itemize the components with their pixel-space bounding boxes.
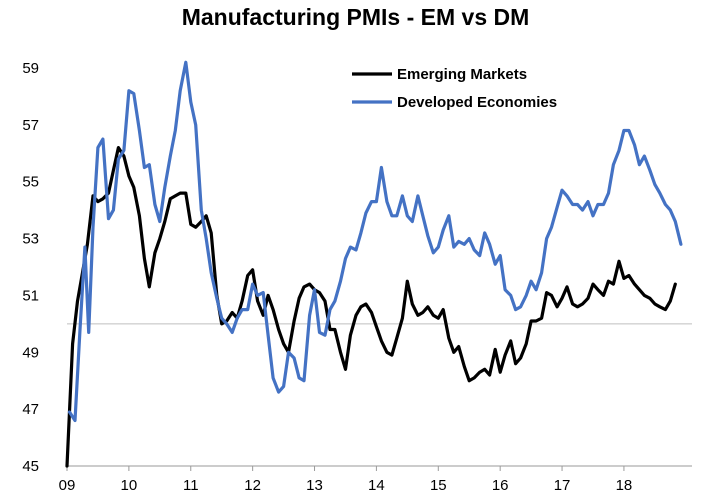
series-line-developed-economies [67,60,683,423]
chart-legend: Emerging Markets Developed Economies [352,66,557,111]
x-tick-label: 13 [306,477,323,494]
x-tick-label: 10 [121,477,138,494]
x-tick-label: 16 [492,477,509,494]
y-tick-label: 45 [22,458,39,475]
y-tick-label: 51 [22,287,39,304]
y-tick-label: 53 [22,231,39,248]
chart-title: Manufacturing PMIs - EM vs DM [181,4,530,30]
x-tick-label: 11 [183,477,199,494]
y-tick-label: 59 [22,60,39,77]
y-tick-label: 57 [22,117,39,134]
y-tick-label: 47 [22,401,39,418]
legend-label: Developed Economies [397,94,557,111]
legend-label: Emerging Markets [397,66,527,83]
x-tick-label: 18 [616,477,633,494]
y-tick-label: 49 [22,344,39,361]
y-tick-label: 55 [22,174,39,191]
x-tick-label: 15 [430,477,447,494]
x-tick-label: 17 [554,477,571,494]
chart-axes: 45 47 49 51 53 55 57 59 09 10 11 12 13 14 15 16 17 18 [22,60,692,494]
series-line-emerging-markets [65,146,677,468]
x-tick-label: 14 [368,477,385,494]
x-tick-label: 12 [244,477,261,494]
chart-series [65,60,683,468]
x-tick-label: 09 [59,477,76,494]
